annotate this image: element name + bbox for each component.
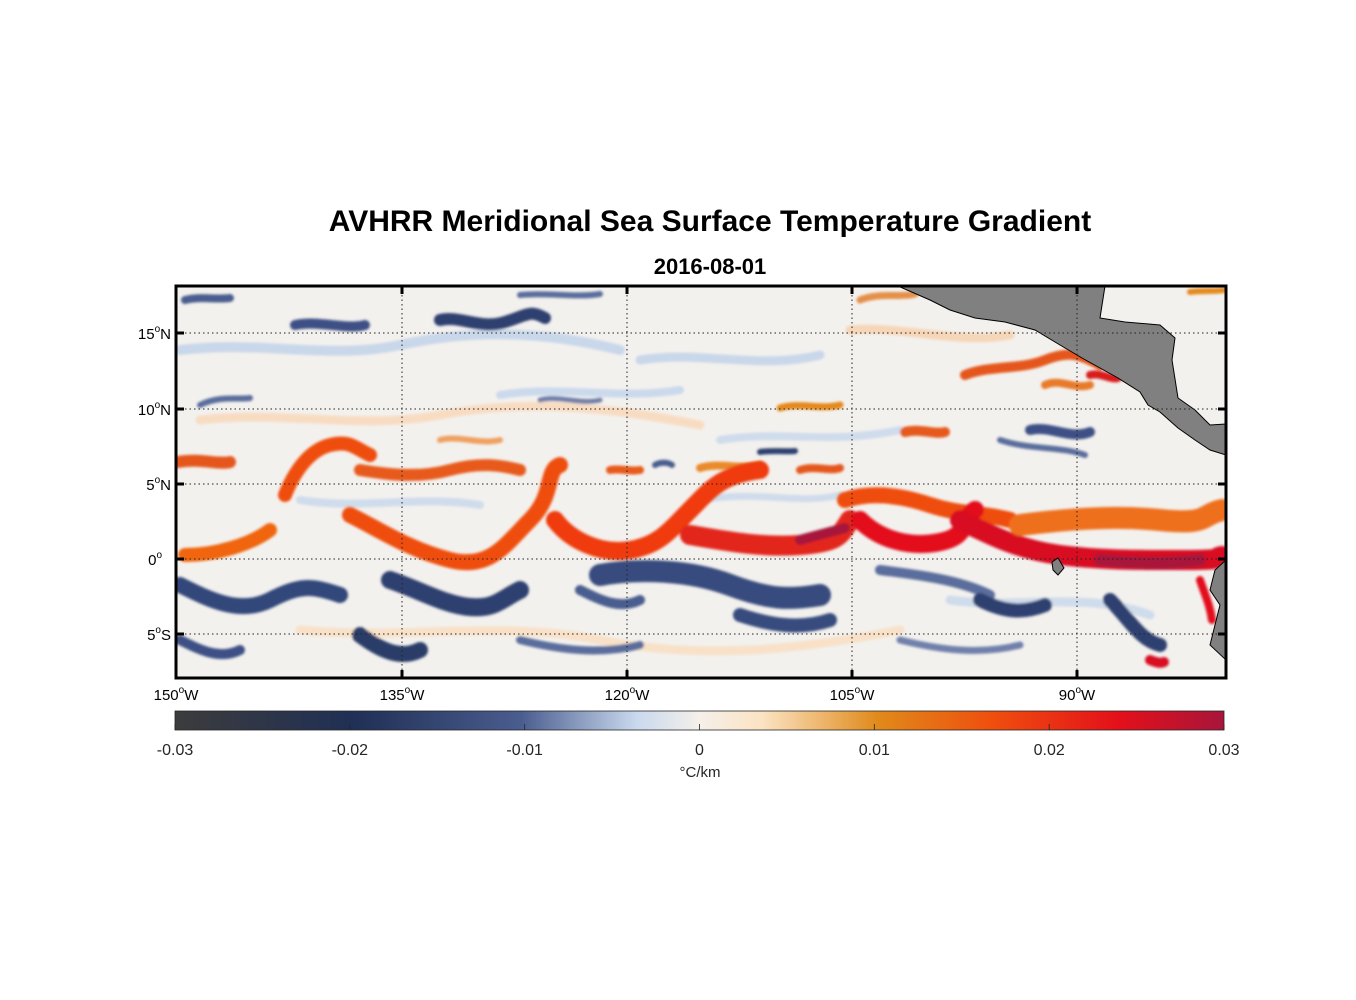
field-texture: [176, 287, 1226, 662]
lon-label-105w: 105oW: [830, 685, 876, 704]
sst-gradient-field: [176, 286, 1226, 678]
lon-label-150w: 150oW: [154, 685, 200, 704]
colorbar-tick-label: -0.03: [157, 742, 194, 759]
colorbar-units-label: °C/km: [679, 764, 721, 781]
galapagos-islands: [1051, 557, 1065, 576]
equatorial-front: [176, 436, 1226, 668]
lat-label-15n: 15oN: [138, 324, 171, 343]
lon-label-135w: 135oW: [380, 685, 426, 704]
lat-label-5s: 5oS: [147, 625, 171, 644]
central-america-landmass: [897, 286, 1226, 456]
colorbar-tick-label: -0.01: [506, 742, 543, 759]
longitude-labels: 150oW 135oW 120oW 105oW 90oW: [154, 685, 1096, 704]
frame-ticks: [176, 286, 1226, 678]
lat-label-10n: 10oN: [138, 400, 171, 419]
lat-label-5n: 5oN: [146, 475, 171, 494]
map-date-subtitle: 2016-08-01: [653, 254, 767, 279]
map-frame: [174, 284, 1228, 680]
latitude-labels: 15oN 10oN 5oN 0o 5oS: [138, 324, 171, 644]
lon-label-90w: 90oW: [1059, 685, 1096, 704]
colorbar-tick-label: 0.03: [1208, 742, 1239, 759]
colorbar-tick-label: 0: [695, 742, 704, 759]
colorbar-tick-label: -0.02: [332, 742, 369, 759]
lat-label-0: 0o: [148, 550, 162, 569]
colorbar-ticks: -0.03 -0.02 -0.01 0 0.01 0.02 0.03: [157, 724, 1240, 759]
map-title: AVHRR Meridional Sea Surface Temperature…: [328, 205, 1092, 238]
colorbar: -0.03 -0.02 -0.01 0 0.01 0.02 0.03: [157, 710, 1240, 759]
lon-label-120w: 120oW: [605, 685, 651, 704]
colorbar-tick-label: 0.01: [859, 742, 890, 759]
colorbar-tick-label: 0.02: [1034, 742, 1065, 759]
